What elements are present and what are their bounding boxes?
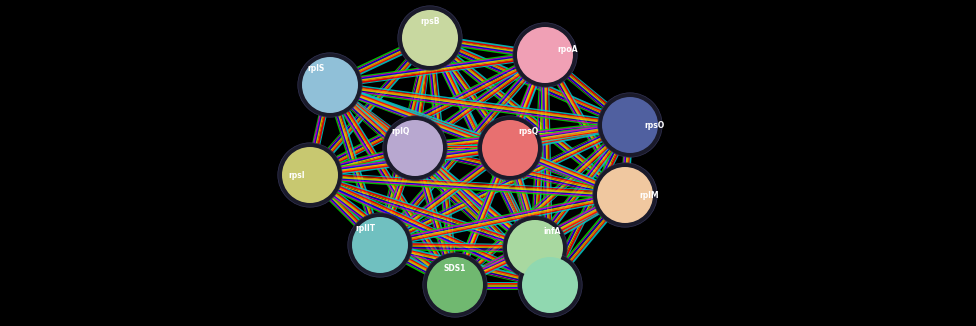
Circle shape — [282, 147, 338, 203]
Text: rpsO: rpsO — [644, 121, 665, 129]
Circle shape — [503, 216, 567, 280]
Circle shape — [278, 143, 343, 207]
Circle shape — [398, 6, 463, 70]
Text: rpsB: rpsB — [421, 17, 440, 26]
Circle shape — [402, 10, 458, 66]
Circle shape — [518, 253, 583, 317]
Text: rpoA: rpoA — [557, 46, 578, 54]
Circle shape — [478, 116, 543, 180]
Circle shape — [383, 116, 447, 180]
Circle shape — [352, 217, 408, 273]
Text: rplS: rplS — [307, 64, 325, 73]
Circle shape — [597, 167, 653, 223]
Text: rpsI: rpsI — [288, 170, 305, 180]
Circle shape — [597, 93, 662, 157]
Text: rplM: rplM — [639, 190, 659, 200]
Circle shape — [347, 213, 412, 277]
Circle shape — [517, 27, 573, 83]
Text: infA: infA — [543, 227, 560, 236]
Text: rplQ: rplQ — [391, 127, 410, 136]
Circle shape — [602, 97, 658, 153]
Circle shape — [298, 53, 362, 117]
Circle shape — [482, 120, 538, 176]
Circle shape — [522, 257, 578, 313]
Text: rpsQ: rpsQ — [518, 127, 538, 136]
Text: SDS1: SDS1 — [444, 264, 467, 273]
Circle shape — [387, 120, 443, 176]
Circle shape — [512, 23, 577, 87]
Circle shape — [423, 253, 487, 317]
Text: rplIT: rplIT — [355, 224, 375, 233]
Circle shape — [427, 257, 483, 313]
Circle shape — [302, 57, 358, 113]
Circle shape — [592, 163, 657, 227]
Circle shape — [507, 220, 563, 276]
